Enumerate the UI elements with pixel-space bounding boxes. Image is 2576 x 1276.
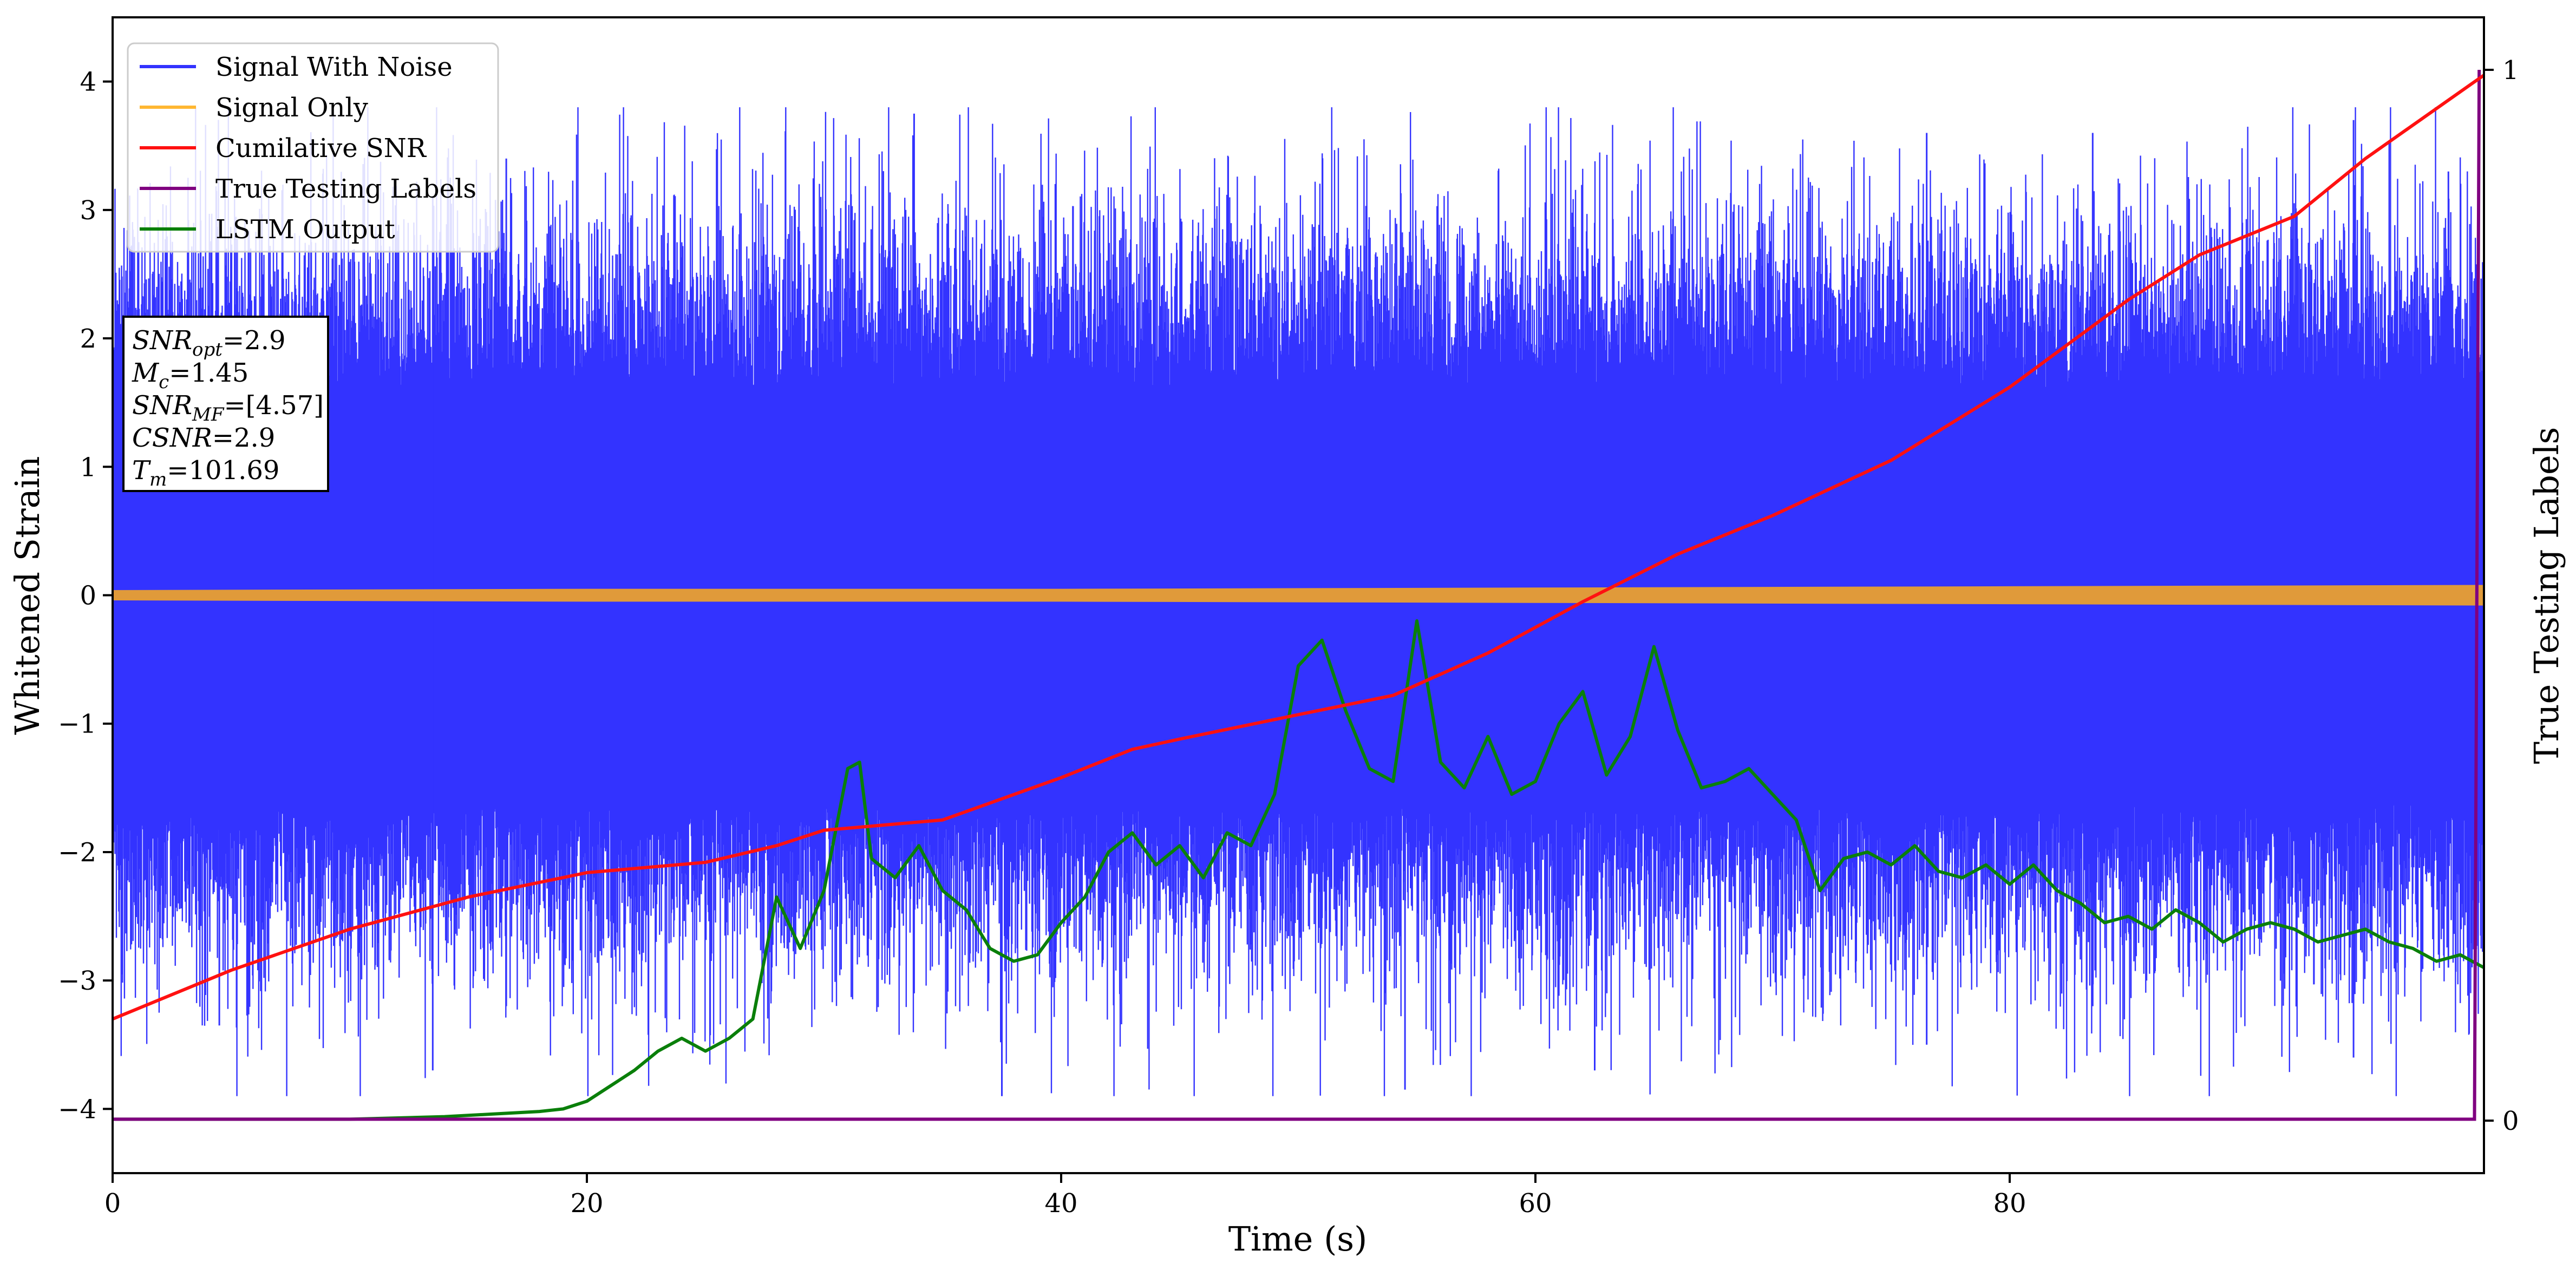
y-axis-ticks: 4 3 2 1 0 −1 −2 −3 −4 xyxy=(58,67,113,1124)
x-tick-label: 0 xyxy=(104,1188,121,1219)
noise-spikes xyxy=(113,107,2484,1096)
legend: Signal With Noise Signal Only Cumilative S… xyxy=(127,42,499,253)
legend-label: Cumilative SNR xyxy=(215,133,427,163)
x-tick-label: 80 xyxy=(1993,1188,2026,1219)
info-csnr: CSNR=2.9 xyxy=(132,423,275,453)
y-right-tick-label: 0 xyxy=(2502,1106,2519,1136)
x-axis-ticks: 0 20 40 60 80 xyxy=(104,1173,2026,1219)
info-mc: Mc=1.45 xyxy=(132,358,249,393)
y-tick-label: −4 xyxy=(58,1094,96,1124)
x-tick-label: 40 xyxy=(1044,1188,1077,1219)
y-axis-right-title: True Testing Labels xyxy=(2527,427,2566,764)
y-axis-title: Whitened Strain xyxy=(8,456,47,735)
series-lstm-output xyxy=(113,619,2484,1121)
x-axis-title: Time (s) xyxy=(1228,1219,1368,1259)
info-box-frame xyxy=(122,316,329,492)
series-true-testing-labels xyxy=(113,69,2481,1121)
series-cumilative-snr xyxy=(113,74,2484,1021)
x-tick-label: 60 xyxy=(1519,1188,1552,1219)
y-tick-label: 2 xyxy=(80,324,96,354)
y-tick-label: −1 xyxy=(58,709,96,740)
y-right-tick-label: 1 xyxy=(2502,55,2519,86)
x-tick-label: 20 xyxy=(570,1188,603,1219)
info-box: SNRopt=2.9 Mc=1.45 SNRMF=[4.57] CSNR=2.9… xyxy=(122,316,329,492)
y-tick-label: 0 xyxy=(80,581,96,611)
info-snr-opt: SNRopt=2.9 xyxy=(132,325,286,361)
y-tick-label: 3 xyxy=(80,195,96,226)
y-tick-label: 1 xyxy=(80,452,96,482)
info-tm: Tm=101.69 xyxy=(132,455,279,490)
series-signal-only xyxy=(113,585,2484,606)
legend-box xyxy=(127,42,499,253)
y-axis-right-ticks: 10 xyxy=(2484,55,2519,1136)
y-tick-label: −3 xyxy=(58,966,96,996)
legend-label: LSTM Output xyxy=(215,214,395,245)
info-snr-mf: SNRMF=[4.57] xyxy=(132,390,324,426)
legend-label: Signal Only xyxy=(215,93,368,123)
y-tick-label: 4 xyxy=(80,67,96,97)
legend-label: True Testing Labels xyxy=(215,174,476,204)
y-tick-label: −2 xyxy=(58,837,96,868)
legend-label: Signal With Noise xyxy=(215,52,453,82)
